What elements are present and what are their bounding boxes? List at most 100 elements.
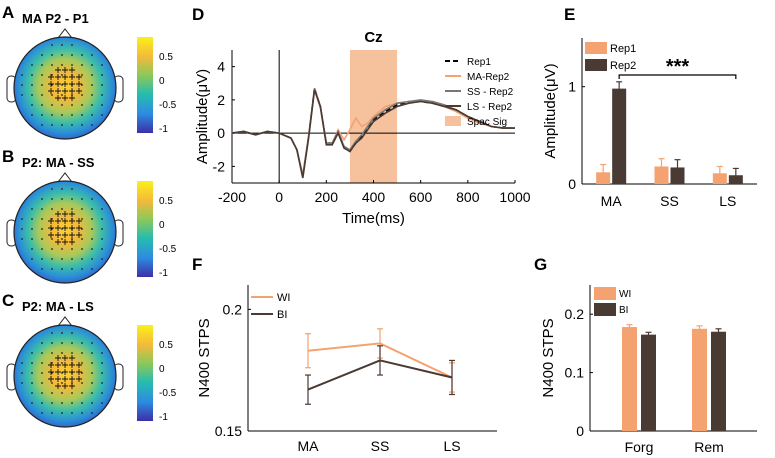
panel-g-bar-chart: G 0 0.1 0.2 N400 STPS Forg Rem WI BI bbox=[534, 255, 757, 455]
cluster-marker bbox=[62, 74, 68, 80]
electrode bbox=[81, 248, 83, 250]
electrode bbox=[101, 362, 103, 364]
cluster-marker bbox=[69, 211, 75, 217]
electrode bbox=[71, 248, 73, 250]
electrode bbox=[91, 228, 93, 230]
y-tick-label: 4 bbox=[217, 59, 225, 75]
legend-label: BI bbox=[277, 309, 287, 321]
electrode bbox=[71, 124, 73, 126]
electrode bbox=[71, 54, 73, 56]
electrode bbox=[101, 74, 103, 76]
electrode bbox=[61, 342, 63, 344]
bar bbox=[670, 167, 685, 184]
colorbar-tick-label: 0 bbox=[159, 364, 165, 375]
electrode bbox=[61, 352, 63, 354]
electrode bbox=[91, 64, 93, 66]
cluster-marker bbox=[69, 74, 75, 80]
electrode bbox=[101, 228, 103, 230]
electrode bbox=[31, 74, 33, 76]
colorbar-tick-label: 0 bbox=[159, 76, 165, 87]
electrode bbox=[41, 198, 43, 200]
cluster-marker bbox=[55, 67, 61, 73]
electrode bbox=[21, 218, 23, 220]
electrode bbox=[91, 352, 93, 354]
cluster-marker bbox=[55, 88, 61, 94]
electrode bbox=[101, 94, 103, 96]
electrode bbox=[81, 198, 83, 200]
electrode bbox=[101, 218, 103, 220]
cluster-marker bbox=[69, 67, 75, 73]
cluster-marker bbox=[55, 232, 61, 238]
cluster-marker bbox=[62, 67, 68, 73]
colorbar bbox=[137, 181, 153, 277]
electrode bbox=[21, 74, 23, 76]
electrode bbox=[91, 342, 93, 344]
electrode bbox=[71, 412, 73, 414]
electrode bbox=[81, 84, 83, 86]
electrode bbox=[91, 392, 93, 394]
y-tick-label: 2 bbox=[217, 92, 225, 108]
electrode bbox=[81, 114, 83, 116]
cluster-marker bbox=[69, 355, 75, 361]
cluster-marker bbox=[62, 369, 68, 375]
electrode bbox=[81, 258, 83, 260]
panel-letter-g: G bbox=[534, 255, 547, 274]
colorbar-tick-label: -0.5 bbox=[159, 388, 177, 399]
cluster-marker bbox=[55, 369, 61, 375]
electrode bbox=[61, 124, 63, 126]
electrode bbox=[41, 238, 43, 240]
legend-label: WI bbox=[619, 289, 631, 300]
cluster-marker bbox=[76, 362, 82, 368]
electrode bbox=[71, 332, 73, 334]
electrode bbox=[31, 238, 33, 240]
electrode bbox=[101, 208, 103, 210]
electrode bbox=[51, 208, 53, 210]
electrode bbox=[61, 412, 63, 414]
cluster-marker bbox=[69, 383, 75, 389]
cluster-marker bbox=[55, 239, 61, 245]
cluster-marker bbox=[69, 218, 75, 224]
electrode bbox=[81, 208, 83, 210]
legend-swatch bbox=[585, 59, 607, 71]
panel-letter-e: E bbox=[564, 5, 575, 24]
x-tick-label: SS bbox=[660, 193, 679, 209]
electrode bbox=[41, 94, 43, 96]
electrode bbox=[21, 94, 23, 96]
electrode bbox=[41, 402, 43, 404]
cluster-marker bbox=[55, 218, 61, 224]
electrode bbox=[31, 208, 33, 210]
electrode bbox=[81, 362, 83, 364]
colorbar-tick-label: -1 bbox=[159, 268, 168, 279]
electrode bbox=[71, 188, 73, 190]
panel-f-line-chart: F 0.15 0.2 N400 STPS MA SS LS WI BI bbox=[192, 255, 497, 454]
electrode bbox=[41, 412, 43, 414]
electrode bbox=[81, 218, 83, 220]
bar bbox=[641, 334, 656, 431]
electrode bbox=[41, 74, 43, 76]
legend-swatch bbox=[594, 287, 616, 300]
electrode bbox=[101, 402, 103, 404]
electrode bbox=[31, 84, 33, 86]
electrode bbox=[91, 94, 93, 96]
electrode bbox=[51, 372, 53, 374]
electrode bbox=[81, 54, 83, 56]
electrode bbox=[61, 372, 63, 374]
colorbar bbox=[137, 37, 153, 133]
electrode bbox=[81, 392, 83, 394]
electrode bbox=[81, 268, 83, 270]
electrode bbox=[41, 258, 43, 260]
electrode bbox=[71, 44, 73, 46]
electrode bbox=[91, 268, 93, 270]
electrode bbox=[91, 84, 93, 86]
electrode bbox=[51, 44, 53, 46]
electrode bbox=[41, 228, 43, 230]
electrode bbox=[51, 392, 53, 394]
x-axis-label: Time(ms) bbox=[342, 210, 405, 227]
bar bbox=[622, 327, 637, 431]
y-tick-label: 0.15 bbox=[215, 423, 242, 439]
electrode bbox=[31, 114, 33, 116]
electrode bbox=[41, 372, 43, 374]
panel-letter-f: F bbox=[192, 255, 202, 274]
electrode bbox=[61, 332, 63, 334]
electrode bbox=[61, 94, 63, 96]
